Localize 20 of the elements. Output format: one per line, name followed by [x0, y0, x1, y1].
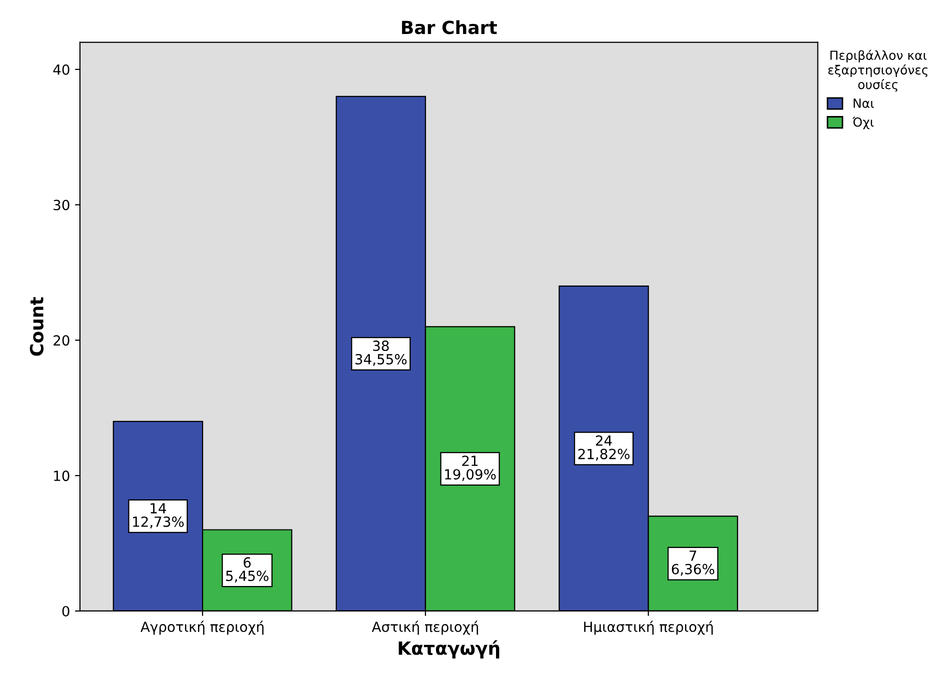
- y-tick-label: 40: [53, 64, 70, 75]
- y-tick-label: 20: [54, 335, 70, 346]
- x-tick-label: Ημιαστική περιοχή: [584, 620, 713, 635]
- data-label: 6 5,45%: [226, 557, 268, 583]
- y-tick-label: 10: [54, 470, 70, 482]
- legend-label: Όχι: [852, 116, 874, 130]
- data-label: 24 21,82%: [578, 435, 630, 461]
- data-label: 38 34,55%: [355, 340, 407, 366]
- x-axis-title: Καταγωγή: [398, 640, 500, 658]
- data-label: 7 6,36%: [672, 550, 714, 576]
- chart-title: Bar Chart: [402, 20, 497, 34]
- y-tick-label: 0: [62, 606, 70, 616]
- y-tick-label: 30: [54, 200, 70, 210]
- y-axis-title: Count: [30, 297, 44, 356]
- legend-title: Περιβάλλον και εξαρτησιογόνες ουσίες: [828, 50, 928, 92]
- data-label: 21 19,09%: [445, 456, 496, 481]
- x-tick-label: Αστική περιοχή: [372, 620, 478, 635]
- data-label: 14 12,73%: [133, 503, 184, 528]
- x-tick-label: Αγροτική περιοχή: [140, 620, 264, 635]
- legend-label: Ναι: [854, 98, 874, 108]
